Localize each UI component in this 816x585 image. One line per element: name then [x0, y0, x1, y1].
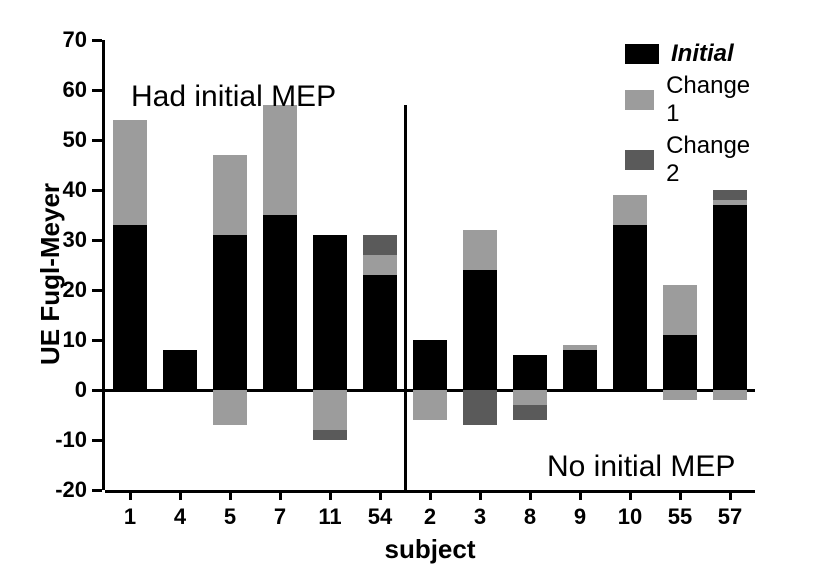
bar-change1-neg [313, 390, 347, 430]
y-tick [92, 139, 102, 142]
bar-initial [163, 350, 197, 390]
y-axis-label: UE Fugl-Meyer [35, 183, 66, 365]
bar-change1-pos [113, 120, 147, 225]
y-tick-label: 40 [63, 177, 87, 203]
legend-swatch [625, 44, 659, 64]
x-tick-label: 1 [124, 504, 136, 530]
legend-swatch [625, 150, 654, 170]
y-tick [92, 89, 102, 92]
y-tick-label: -20 [55, 477, 87, 503]
x-tick-label: 54 [368, 504, 392, 530]
x-tick-label: 2 [424, 504, 436, 530]
bar-change1-pos [463, 230, 497, 270]
legend-item: Change 1 [625, 72, 755, 128]
x-tick-label: 9 [574, 504, 586, 530]
y-tick-label: 60 [63, 77, 87, 103]
legend-label: Initial [671, 40, 734, 68]
y-tick-label: 20 [63, 277, 87, 303]
x-tick-label: 7 [274, 504, 286, 530]
chart-stage: -20-10010203040506070145711542389105557H… [0, 0, 816, 585]
bar-group [513, 40, 547, 490]
bar-change1-neg [663, 390, 697, 400]
bar-change1-neg [213, 390, 247, 425]
legend-label: Change 2 [666, 132, 755, 188]
y-tick [92, 389, 102, 392]
bar-change2-pos [363, 235, 397, 255]
bar-change1-pos [713, 200, 747, 205]
bar-group [363, 40, 397, 490]
bar-change1-pos [663, 285, 697, 335]
bar-initial [363, 275, 397, 390]
bar-initial [713, 205, 747, 390]
bar-initial [313, 235, 347, 390]
x-axis-bottom [105, 490, 755, 493]
x-tick-label: 10 [618, 504, 642, 530]
legend-swatch [625, 90, 654, 110]
legend: Initial Change 1Change 2 [625, 40, 755, 192]
y-tick-label: 30 [63, 227, 87, 253]
x-tick-label: 4 [174, 504, 186, 530]
bar-initial [413, 340, 447, 390]
bar-initial [513, 355, 547, 390]
x-tick-label: 57 [718, 504, 742, 530]
y-tick [92, 489, 102, 492]
x-axis-label: subject [384, 534, 475, 565]
x-tick-label: 11 [318, 504, 341, 530]
bar-group [463, 40, 497, 490]
bar-initial [463, 270, 497, 390]
bar-initial [563, 350, 597, 390]
bar-group [413, 40, 447, 490]
y-tick [92, 439, 102, 442]
y-tick [92, 239, 102, 242]
bar-change1-pos [563, 345, 597, 350]
bar-change1-pos [263, 105, 297, 215]
bar-change1-pos [613, 195, 647, 225]
y-tick [92, 289, 102, 292]
bar-group [563, 40, 597, 490]
bar-initial [663, 335, 697, 390]
plot-area: -20-10010203040506070145711542389105557H… [105, 40, 755, 490]
bar-initial [113, 225, 147, 390]
bar-change2-neg [463, 390, 497, 425]
y-tick-label: -10 [55, 427, 87, 453]
y-tick-label: 10 [63, 327, 87, 353]
y-tick [92, 39, 102, 42]
annotation-had-initial-mep: Had initial MEP [131, 80, 336, 114]
x-tick-label: 3 [474, 504, 486, 530]
annotation-no-initial-mep: No initial MEP [547, 450, 735, 484]
bar-change1-pos [363, 255, 397, 275]
bar-change1-neg [413, 390, 447, 420]
legend-label: Change 1 [666, 72, 755, 128]
y-tick-label: 50 [63, 127, 87, 153]
bar-change1-pos [213, 155, 247, 235]
y-tick-label: 70 [63, 27, 87, 53]
legend-item: Change 2 [625, 132, 755, 188]
group-divider [404, 105, 407, 490]
y-tick [92, 189, 102, 192]
bar-initial [263, 215, 297, 390]
bar-change1-neg [513, 390, 547, 405]
y-tick-label: 0 [75, 377, 87, 403]
y-tick [92, 339, 102, 342]
y-axis [102, 40, 105, 490]
bar-initial [213, 235, 247, 390]
bar-change1-neg [713, 390, 747, 400]
x-tick-label: 5 [224, 504, 236, 530]
x-tick-label: 8 [524, 504, 536, 530]
bar-initial [613, 225, 647, 390]
bar-change2-neg [513, 405, 547, 420]
x-tick-label: 55 [668, 504, 692, 530]
bar-change2-neg [313, 430, 347, 440]
legend-item: Initial [625, 40, 755, 68]
